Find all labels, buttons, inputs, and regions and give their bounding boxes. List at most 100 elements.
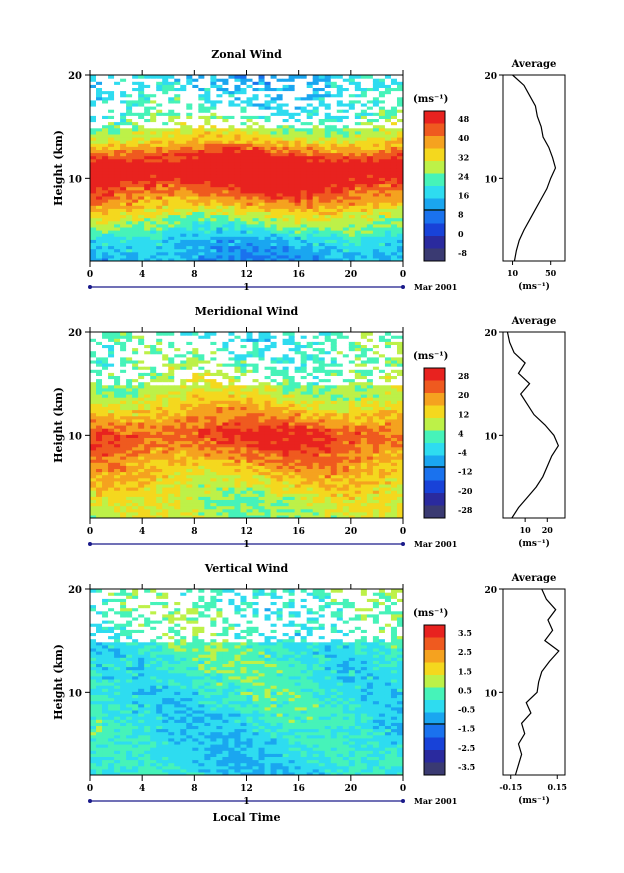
heatmap-cell — [336, 177, 344, 181]
heatmap-cell — [354, 214, 362, 219]
heatmap-cell — [210, 81, 218, 85]
colorbar-tick-label: 16 — [458, 191, 470, 201]
heatmap-cell — [120, 118, 127, 123]
heatmap-cell — [258, 369, 266, 373]
heatmap-cell — [282, 115, 290, 119]
heatmap-cell — [96, 483, 103, 488]
heatmap-cell — [270, 99, 278, 104]
heatmap-cell — [318, 174, 326, 178]
heatmap-cell — [306, 127, 314, 132]
heatmap-cell — [258, 446, 266, 451]
heatmap-cell — [348, 171, 356, 175]
heatmap-cell — [330, 143, 338, 147]
date-axis-trailer: Mar 2001 — [414, 282, 457, 292]
heatmap-cell — [180, 96, 187, 101]
heatmap-cell — [360, 189, 368, 194]
heatmap-cell — [162, 102, 169, 107]
heatmap-cell — [276, 84, 284, 88]
heatmap-cell — [138, 189, 145, 194]
heatmap-cell — [228, 230, 236, 234]
heatmap-cell — [216, 406, 224, 411]
heatmap-cell — [354, 164, 362, 169]
heatmap-cell — [234, 254, 242, 259]
heatmap-cell — [216, 189, 224, 194]
heatmap-cell — [228, 332, 236, 336]
heatmap-cell — [138, 511, 145, 516]
heatmap-cell — [192, 338, 199, 342]
colorbar-tick-label: 24 — [458, 171, 470, 181]
heatmap-cell — [144, 242, 151, 247]
heatmap-cell — [372, 189, 380, 194]
heatmap-cell — [120, 353, 127, 358]
heatmap-cell — [174, 462, 181, 466]
heatmap-cell — [180, 446, 187, 451]
heatmap-cell — [210, 146, 218, 150]
heatmap-cell — [282, 75, 290, 79]
heatmap-cell — [168, 465, 175, 469]
heatmap-cell — [276, 149, 284, 154]
heatmap-cell — [114, 400, 121, 404]
heatmap-cell — [192, 480, 199, 485]
x-tick-label: 12 — [240, 270, 253, 280]
heatmap-cell — [168, 211, 175, 216]
heatmap-cell — [246, 155, 254, 160]
heatmap-cell — [180, 84, 187, 88]
heatmap-cell — [270, 168, 278, 172]
heatmap-cell — [168, 353, 175, 358]
heatmap-cell — [108, 353, 115, 358]
heatmap-cell — [366, 102, 374, 107]
heatmap-cell — [246, 127, 254, 132]
heatmap-cell — [156, 99, 163, 104]
heatmap-cell — [228, 143, 236, 147]
heatmap-cell — [168, 496, 175, 500]
heatmap-cell — [240, 406, 248, 411]
heatmap-cell — [180, 245, 187, 250]
heatmap-cell — [372, 245, 380, 250]
heatmap-cell — [90, 99, 97, 104]
heatmap-cell — [282, 195, 290, 200]
heatmap-cell — [174, 186, 181, 191]
heatmap-cell — [252, 248, 260, 253]
heatmap-cell — [204, 434, 211, 438]
heatmap-cell — [96, 236, 103, 240]
heatmap-cell — [108, 366, 115, 370]
heatmap-cell — [324, 90, 332, 95]
heatmap-cell — [186, 199, 193, 203]
heatmap-cell — [378, 211, 386, 216]
heatmap-cell — [192, 415, 199, 420]
heatmap-cell — [102, 400, 109, 404]
heatmap-cell — [306, 124, 314, 129]
heatmap-cell — [372, 99, 380, 104]
heatmap-cell — [126, 449, 133, 454]
heatmap-cell — [360, 195, 368, 200]
heatmap-cell — [288, 220, 296, 225]
heatmap-cell — [342, 75, 350, 79]
heatmap-cell — [126, 118, 133, 123]
heatmap-cell — [108, 217, 115, 222]
heatmap-cell — [120, 155, 127, 160]
heatmap-cell — [306, 177, 314, 181]
heatmap-cell — [138, 143, 145, 147]
heatmap-cell — [198, 412, 205, 417]
heatmap-cell — [138, 90, 145, 95]
heatmap-cell — [174, 78, 181, 82]
heatmap-cell — [300, 223, 308, 228]
heatmap-cell — [360, 226, 368, 231]
heatmap-cell — [252, 192, 260, 197]
heatmap-cell — [90, 487, 97, 491]
heatmap-cell — [360, 124, 368, 129]
heatmap-cell — [240, 378, 248, 383]
heatmap-cell — [276, 78, 284, 82]
heatmap-cell — [114, 233, 121, 237]
heatmap-cell — [366, 112, 374, 116]
heatmap-cell — [378, 171, 386, 175]
heatmap-cell — [198, 406, 205, 411]
heatmap-cell — [138, 152, 145, 157]
heatmap-cell — [120, 372, 127, 376]
heatmap-cell — [198, 214, 205, 219]
heatmap-cell — [372, 223, 380, 228]
heatmap-cell — [156, 90, 163, 95]
heatmap-cell — [384, 155, 392, 160]
heatmap-cell — [156, 118, 163, 123]
heatmap-cell — [114, 248, 121, 253]
